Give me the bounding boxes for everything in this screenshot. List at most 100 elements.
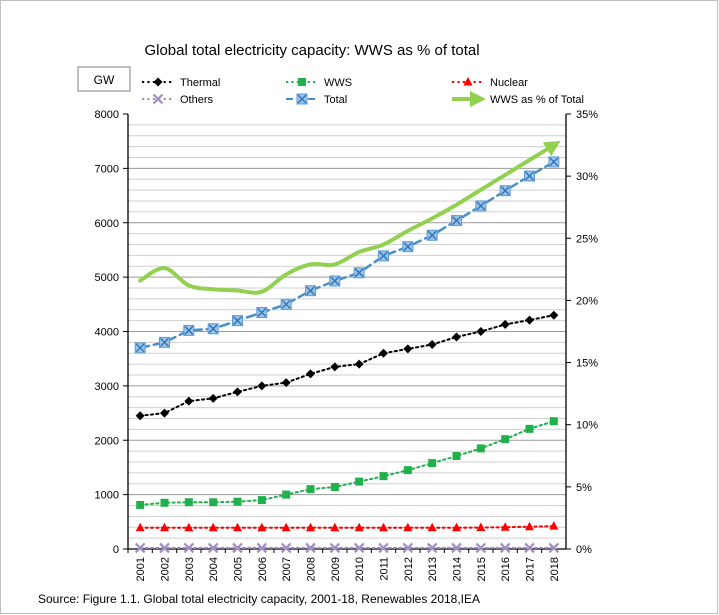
y-left-tick-label: 3000 (95, 381, 119, 393)
data-point (208, 393, 218, 403)
data-point (403, 344, 413, 354)
y-right-tick-label: 5% (576, 482, 592, 494)
data-point-cross (427, 230, 437, 240)
data-point (233, 387, 242, 397)
data-point (209, 498, 218, 507)
data-point (159, 542, 170, 554)
series-line-thermal (139, 314, 555, 417)
legend-marker (153, 77, 163, 87)
data-point (184, 522, 194, 532)
x-tick-label: 2015 (476, 557, 488, 581)
legend-label: WWS (324, 77, 352, 89)
legend-label: Thermal (180, 77, 220, 89)
legend-marker (296, 93, 308, 105)
axes: 0 1000 2000 3000 4000 5000 6000 7000 8000 0% 5% 10%… (95, 109, 599, 581)
data-point (426, 229, 438, 241)
data-point (524, 170, 535, 182)
data-point-cross (306, 286, 315, 296)
data-point-cross (476, 201, 486, 211)
data-point (160, 522, 169, 532)
data-point (305, 285, 316, 297)
x-tick-label: 2009 (330, 557, 342, 581)
data-point (428, 459, 437, 468)
x-tick-label: 2002 (160, 557, 172, 581)
data-point (500, 522, 510, 531)
data-point (476, 327, 486, 336)
x-tick-label: 2012 (403, 557, 415, 581)
data-point (232, 315, 243, 327)
data-point-cross (135, 343, 145, 353)
y-left-tick-label: 7000 (95, 163, 119, 175)
data-point (330, 483, 339, 492)
data-point (452, 522, 461, 532)
data-point (426, 542, 438, 554)
x-tick-label: 2001 (135, 557, 147, 581)
data-point (476, 522, 486, 532)
series-line-nuclear (139, 525, 555, 529)
y-right-tick-label: 25% (576, 233, 598, 245)
data-point (549, 521, 559, 530)
data-point (257, 381, 267, 391)
data-point (452, 332, 461, 342)
data-point (379, 472, 388, 481)
x-tick-label: 2005 (233, 557, 245, 581)
data-point (524, 542, 535, 554)
data-point (354, 359, 364, 369)
legend-label: WWS as % of Total (490, 94, 584, 106)
data-point (207, 323, 219, 335)
data-point (184, 498, 193, 507)
data-point (525, 424, 534, 433)
data-point (499, 542, 511, 554)
data-point (160, 498, 169, 507)
data-point (281, 378, 291, 388)
y-left-tick-label: 6000 (95, 218, 119, 230)
data-point (160, 408, 169, 418)
data-point (353, 267, 365, 279)
x-tick-label: 2013 (427, 557, 439, 581)
legend-label: Total (324, 94, 347, 106)
y-left-tick-label: 2000 (95, 435, 119, 447)
unit-label: GW (94, 73, 115, 87)
data-point (257, 522, 267, 532)
data-point-cross (281, 299, 291, 309)
series-total (134, 156, 560, 354)
series-wws (136, 417, 558, 509)
y-right-tick-label: 35% (576, 109, 598, 121)
series-thermal (135, 310, 559, 421)
x-tick-label: 2016 (500, 557, 512, 581)
source-note: Source: Figure 1.1. Global total electri… (38, 592, 480, 606)
x-tick-label: 2017 (525, 557, 537, 581)
unit-box (77, 66, 131, 92)
data-point (500, 319, 510, 329)
data-point (427, 522, 437, 532)
y-right-tick-label: 20% (576, 295, 598, 307)
series-layer (134, 140, 561, 554)
data-point (353, 542, 365, 554)
data-point (451, 215, 462, 227)
data-point (183, 324, 195, 336)
data-point-cross (208, 324, 218, 334)
x-tick-label: 2006 (257, 557, 269, 581)
data-point (330, 362, 340, 372)
data-point-cross (354, 268, 364, 278)
data-point (159, 336, 170, 348)
data-point (136, 500, 145, 509)
y-left-tick-label: 1000 (95, 490, 119, 502)
data-point (282, 490, 291, 499)
legend-item-wws: WWS (286, 77, 352, 89)
legend-label: Nuclear (490, 77, 528, 89)
data-point (548, 542, 560, 554)
data-point-cross (379, 251, 388, 261)
data-point (233, 522, 242, 532)
chart-title: Global total electricity capacity: WWS a… (144, 42, 479, 59)
series-line-wws-as-of-total (138, 140, 561, 295)
data-point (379, 522, 388, 532)
data-point-cross (257, 307, 267, 317)
data-point (501, 435, 510, 444)
data-point (257, 496, 266, 505)
y-right-tick-label: 0% (576, 544, 592, 556)
data-point (135, 411, 145, 421)
data-point (280, 542, 292, 554)
y-right-tick-label: 30% (576, 171, 598, 183)
data-point (329, 275, 341, 287)
